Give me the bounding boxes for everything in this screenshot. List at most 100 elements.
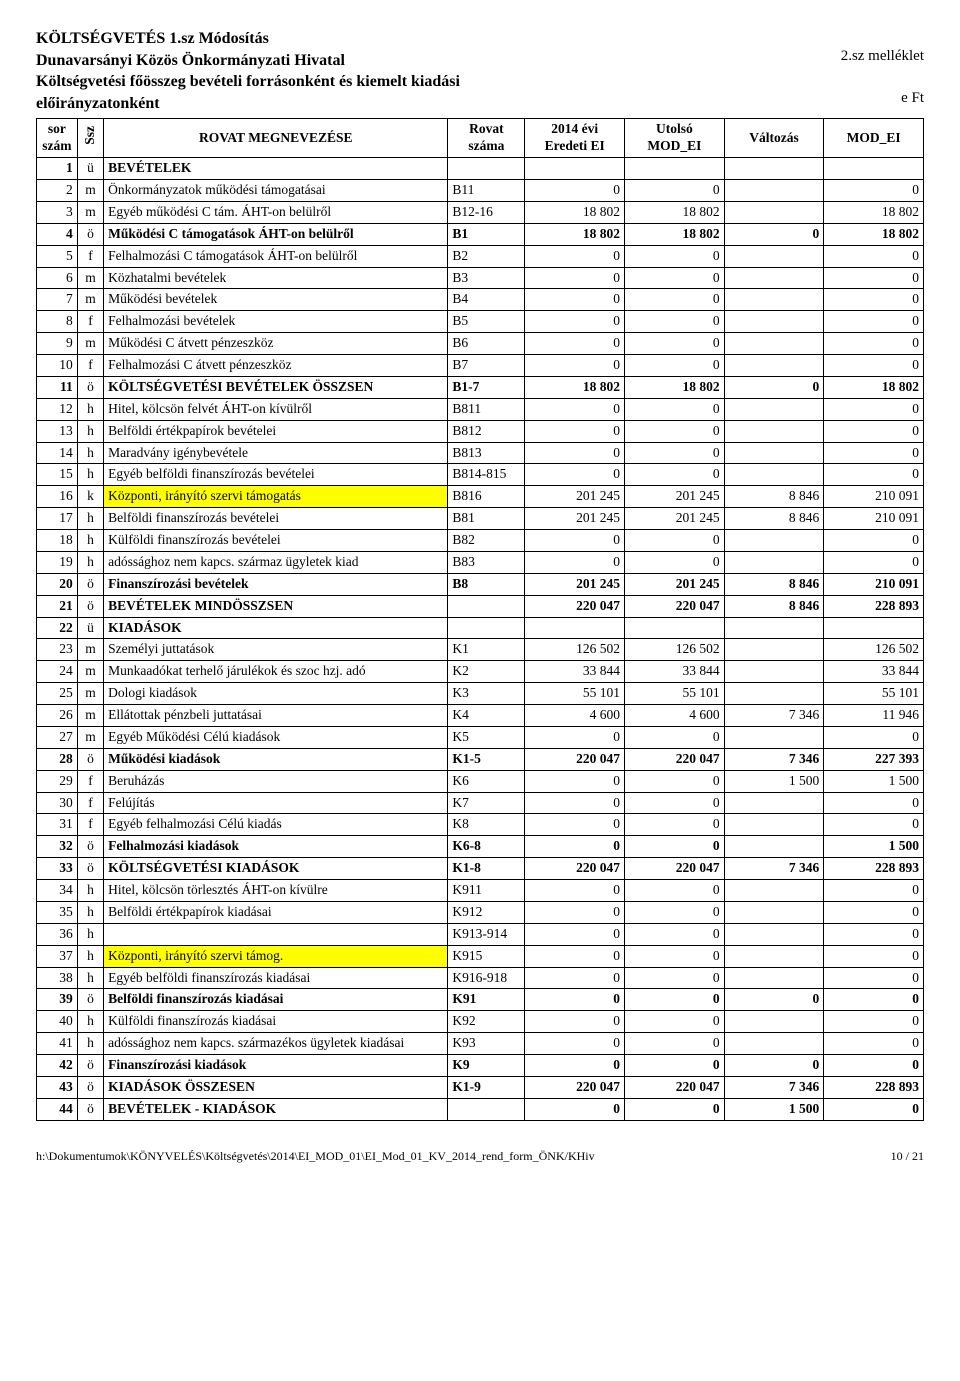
cell-c1: 201 245 [525, 573, 625, 595]
cell-c3 [724, 661, 824, 683]
cell-rovat: B813 [448, 442, 525, 464]
table-row: 44öBEVÉTELEK - KIADÁSOK001 5000 [37, 1098, 924, 1120]
table-row: 19hadóssághoz nem kapcs. származ ügylete… [37, 551, 924, 573]
cell-sor: 13 [37, 420, 78, 442]
cell-c1: 220 047 [525, 595, 625, 617]
cell-c2: 33 844 [625, 661, 725, 683]
table-row: 20öFinanszírozási bevételekB8201 245201 … [37, 573, 924, 595]
cell-c4 [824, 158, 924, 180]
cell-c1: 0 [525, 792, 625, 814]
header-title: KÖLTSÉGVETÉS 1.sz Módosítás [36, 28, 924, 50]
cell-c1: 18 802 [525, 223, 625, 245]
cell-name: Külföldi finanszírozás kiadásai [104, 1011, 448, 1033]
cell-ssz: h [77, 880, 103, 902]
cell-name: Külföldi finanszírozás bevételei [104, 530, 448, 552]
cell-c4: 1 500 [824, 770, 924, 792]
cell-sor: 21 [37, 595, 78, 617]
cell-sor: 23 [37, 639, 78, 661]
cell-c3: 0 [724, 223, 824, 245]
cell-c3 [724, 180, 824, 202]
cell-c2: 0 [625, 923, 725, 945]
cell-c3 [724, 792, 824, 814]
cell-name: Ellátottak pénzbeli juttatásai [104, 705, 448, 727]
table-row: 11öKÖLTSÉGVETÉSI BEVÉTELEK ÖSSZSENB1-718… [37, 376, 924, 398]
cell-name: Egyéb Működési Célú kiadások [104, 726, 448, 748]
col-valtozas: Változás [724, 119, 824, 158]
cell-c2: 0 [625, 1098, 725, 1120]
table-row: 4öMűködési C támogatások ÁHT-on belülről… [37, 223, 924, 245]
cell-name: Egyéb felhalmozási Célú kiadás [104, 814, 448, 836]
cell-c1: 18 802 [525, 201, 625, 223]
cell-name: Dologi kiadások [104, 683, 448, 705]
cell-ssz: h [77, 442, 103, 464]
cell-name [104, 923, 448, 945]
cell-c4: 11 946 [824, 705, 924, 727]
cell-rovat: B811 [448, 398, 525, 420]
cell-sor: 27 [37, 726, 78, 748]
cell-c1: 0 [525, 770, 625, 792]
cell-sor: 35 [37, 901, 78, 923]
cell-ssz: h [77, 901, 103, 923]
cell-c4: 0 [824, 311, 924, 333]
cell-c3: 0 [724, 1055, 824, 1077]
cell-c3: 0 [724, 376, 824, 398]
cell-c1: 0 [525, 398, 625, 420]
table-row: 30fFelújításK7000 [37, 792, 924, 814]
table-row: 35hBelföldi értékpapírok kiadásaiK912000 [37, 901, 924, 923]
cell-c2: 220 047 [625, 748, 725, 770]
cell-name: Hitel, kölcsön felvét ÁHT-on kívülről [104, 398, 448, 420]
cell-c4: 0 [824, 398, 924, 420]
cell-sor: 26 [37, 705, 78, 727]
cell-c3 [724, 901, 824, 923]
cell-c1: 0 [525, 1011, 625, 1033]
cell-rovat: K8 [448, 814, 525, 836]
cell-rovat: B2 [448, 245, 525, 267]
cell-c1: 0 [525, 1033, 625, 1055]
cell-rovat: K93 [448, 1033, 525, 1055]
cell-c4: 228 893 [824, 858, 924, 880]
cell-rovat: K4 [448, 705, 525, 727]
cell-name: Felújítás [104, 792, 448, 814]
cell-sor: 12 [37, 398, 78, 420]
cell-c2: 0 [625, 792, 725, 814]
cell-c3: 7 346 [724, 748, 824, 770]
cell-rovat: B3 [448, 267, 525, 289]
cell-ssz: ö [77, 573, 103, 595]
cell-sor: 16 [37, 486, 78, 508]
cell-name: Felhalmozási C támogatások ÁHT-on belülr… [104, 245, 448, 267]
cell-sor: 5 [37, 245, 78, 267]
cell-name: Közhatalmi bevételek [104, 267, 448, 289]
table-row: 8fFelhalmozási bevételekB5000 [37, 311, 924, 333]
cell-c1: 0 [525, 1055, 625, 1077]
cell-sor: 22 [37, 617, 78, 639]
cell-rovat: B814-815 [448, 464, 525, 486]
cell-c2: 0 [625, 814, 725, 836]
cell-c1: 0 [525, 923, 625, 945]
cell-c2: 220 047 [625, 595, 725, 617]
cell-rovat: K916-918 [448, 967, 525, 989]
cell-sor: 37 [37, 945, 78, 967]
cell-rovat: K5 [448, 726, 525, 748]
cell-c2: 18 802 [625, 223, 725, 245]
cell-rovat: B5 [448, 311, 525, 333]
cell-c4: 18 802 [824, 201, 924, 223]
cell-sor: 11 [37, 376, 78, 398]
table-row: 3mEgyéb működési C tám. ÁHT-on belülrőlB… [37, 201, 924, 223]
cell-c4: 126 502 [824, 639, 924, 661]
cell-name: Munkaadókat terhelő járulékok és szoc hz… [104, 661, 448, 683]
cell-ssz: h [77, 923, 103, 945]
cell-rovat: B82 [448, 530, 525, 552]
table-row: 31fEgyéb felhalmozási Célú kiadásK8000 [37, 814, 924, 836]
cell-sor: 19 [37, 551, 78, 573]
cell-c3 [724, 683, 824, 705]
cell-c4: 210 091 [824, 573, 924, 595]
cell-ssz: m [77, 661, 103, 683]
cell-c4: 0 [824, 945, 924, 967]
cell-sor: 30 [37, 792, 78, 814]
cell-rovat: B1-7 [448, 376, 525, 398]
cell-c4: 0 [824, 880, 924, 902]
cell-c2: 0 [625, 420, 725, 442]
cell-c1: 0 [525, 311, 625, 333]
cell-c2: 201 245 [625, 486, 725, 508]
cell-c2: 18 802 [625, 376, 725, 398]
